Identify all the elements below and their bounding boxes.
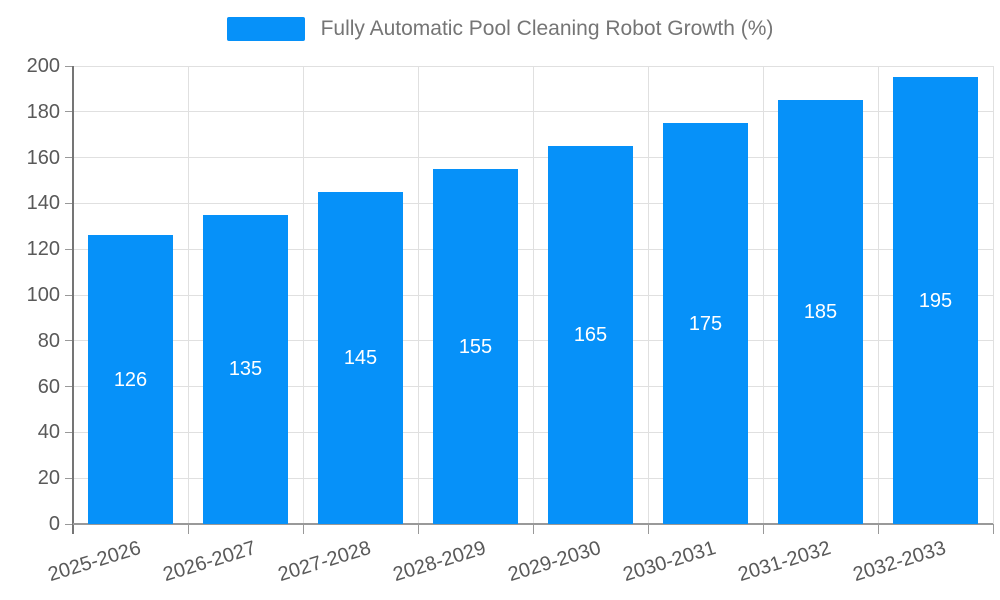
v-gridline [532, 66, 534, 524]
y-tick-label: 180 [26, 100, 60, 123]
y-tick-label: 60 [37, 375, 60, 398]
bar[interactable]: 145 [318, 191, 403, 524]
y-tick-label: 20 [37, 467, 60, 490]
bar[interactable]: 195 [893, 77, 978, 524]
y-tick-label: 140 [26, 192, 60, 215]
x-category-label: 2029-2030 [505, 537, 603, 587]
v-gridline [762, 66, 764, 524]
y-tick-mark [65, 157, 73, 159]
y-tick-mark [65, 386, 73, 388]
y-tick-label: 80 [37, 329, 60, 352]
x-tick-mark [762, 524, 764, 534]
y-tick-label: 100 [26, 284, 60, 306]
x-tick-mark [532, 524, 534, 534]
y-tick-label: 120 [26, 238, 60, 261]
legend-swatch [226, 17, 305, 41]
y-tick-mark [65, 202, 73, 204]
x-category-label: 2025-2026 [45, 537, 143, 587]
bar[interactable]: 185 [778, 100, 863, 524]
bar-value-label: 155 [458, 335, 493, 358]
y-tick-mark [65, 477, 73, 479]
y-tick-mark [65, 340, 73, 342]
bar[interactable]: 165 [548, 146, 633, 524]
v-gridline [417, 66, 419, 524]
v-gridline [187, 66, 189, 524]
y-tick-label: 40 [37, 421, 60, 444]
x-tick-mark [417, 524, 419, 534]
x-category-label: 2031-2032 [735, 537, 833, 587]
x-category-label: 2027-2028 [275, 537, 373, 587]
y-axis-line [72, 66, 74, 534]
bar-value-label: 185 [803, 301, 838, 324]
y-tick-mark [65, 65, 73, 67]
x-axis-line [73, 523, 993, 525]
bar-value-label: 195 [918, 289, 953, 312]
y-tick-label: 0 [48, 513, 60, 535]
bar-value-label: 135 [228, 358, 263, 381]
bar-value-label: 126 [113, 368, 148, 391]
x-tick-mark [187, 524, 189, 534]
bar-value-label: 145 [343, 346, 378, 369]
v-gridline [877, 66, 879, 524]
y-tick-mark [65, 523, 73, 525]
x-category-label: 2026-2027 [160, 537, 258, 587]
legend-label: Fully Automatic Pool Cleaning Robot Grow… [320, 17, 774, 40]
x-category-label: 2030-2031 [620, 537, 718, 587]
bar[interactable]: 155 [433, 169, 518, 524]
x-tick-mark [877, 524, 879, 534]
y-tick-label: 160 [26, 146, 60, 169]
x-tick-mark [647, 524, 649, 534]
bar[interactable]: 175 [663, 123, 748, 524]
bar-value-label: 165 [573, 324, 608, 347]
bar-value-label: 175 [688, 312, 723, 335]
x-tick-mark [302, 524, 304, 534]
y-tick-mark [65, 431, 73, 433]
y-tick-mark [65, 111, 73, 113]
y-tick-label: 200 [26, 55, 60, 77]
x-tick-mark [992, 524, 994, 534]
v-gridline [302, 66, 304, 524]
v-gridline [992, 66, 994, 524]
y-tick-mark [65, 248, 73, 250]
x-category-label: 2032-2033 [850, 537, 948, 587]
legend[interactable]: Fully Automatic Pool Cleaning Robot Grow… [0, 17, 1000, 41]
x-category-label: 2028-2029 [390, 537, 488, 587]
y-tick-mark [65, 294, 73, 296]
bar[interactable]: 126 [88, 235, 173, 524]
v-gridline [647, 66, 649, 524]
bar[interactable]: 135 [203, 214, 288, 524]
